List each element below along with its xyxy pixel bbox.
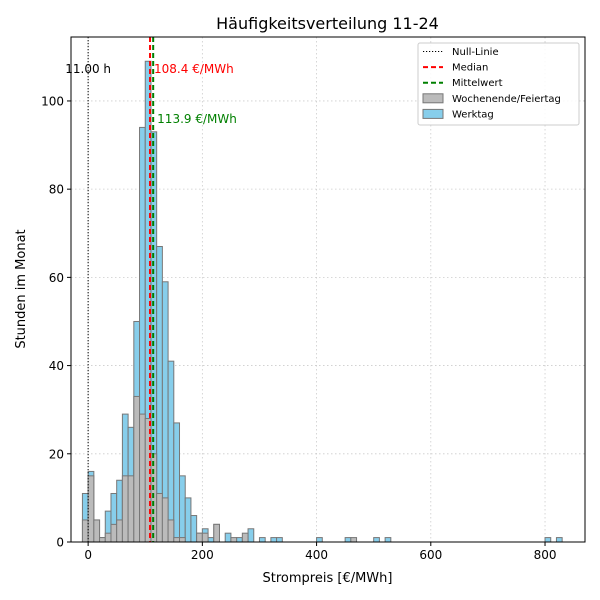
legend-box [417,42,580,126]
legend: Null-Linie Median Mittelwert Wochenende/Fei… [417,42,580,126]
chart-title: Häufigkeitsverteilung 11-24 [216,14,439,33]
wochenende-bar [93,519,101,543]
legend-label-median: Median [452,63,488,74]
y-tick-label: 60 [49,271,64,285]
legend-label-null-linie: Null-Linie [452,47,499,58]
wochenende-bar [121,475,129,543]
legend-label-mittelwert: Mittelwert [452,78,503,89]
mean-label: 113.9 €/MWh [157,112,237,126]
wochenende-bar [167,519,175,543]
werktag-bar [179,475,186,543]
legend-swatch-werktag [422,108,444,119]
wochenende-bar [133,395,141,543]
werktag-bar [544,537,552,543]
x-axis-label: Strompreis [€/MWh] [263,571,393,586]
y-tick-label: 100 [41,94,64,108]
werktag-bar [384,537,392,543]
x-ticks: 0 200 400 600 800 [84,542,556,562]
wochenende-bar [127,475,135,543]
axes [70,36,586,543]
legend-label-wochenende-feiertag: Wochenende/Feiertag [452,94,561,105]
null-line-label: 11.00 h [65,62,111,76]
werktag-bar [167,360,175,543]
werktag-bar [173,422,181,543]
wochenende-bar [81,519,89,543]
wochenende-bar [116,519,123,543]
werktag-bar [224,532,232,543]
y-tick-label: 80 [49,183,64,197]
wochenende-bar [179,537,186,543]
wochenende-bar [173,537,181,543]
wochenende-bar [230,537,238,543]
wochenende-bar [241,532,249,543]
x-tick-label: 600 [419,548,442,562]
wochenende-bar [99,537,106,543]
wochenende-bar [104,532,112,543]
x-tick-label: 200 [191,548,214,562]
y-ticks: 0 20 40 60 80 100 [41,94,71,550]
werktag-bar [190,515,198,543]
plot-frame [70,36,586,543]
reference-lines [87,37,155,542]
werktag-bar [555,537,563,543]
werktag-bar [207,537,215,543]
median-label: 108.4 €/MWh [154,62,234,76]
werktag-bar [270,537,278,543]
wochenende-bar [161,497,169,543]
y-tick-label: 20 [49,447,64,461]
x-tick-label: 0 [84,548,92,562]
wochenende-bar [213,523,220,543]
x-tick-label: 800 [534,548,557,562]
werktag-bar [236,537,243,543]
wochenende-bar [156,492,163,543]
y-tick-label: 0 [56,536,64,550]
y-tick-label: 40 [49,359,64,373]
werktag-bar [344,537,352,543]
wochenende-bar [201,532,209,543]
wochenende-bar [350,537,358,543]
x-tick-label: 400 [305,548,328,562]
werktag-bar [316,537,323,543]
legend-swatch-wochenende-feiertag [422,93,444,104]
y-axis-label: Stunden im Monat [14,229,29,348]
werktag-bar [276,537,283,543]
werktag-bar [184,497,192,543]
wochenende-bar [139,413,146,543]
legend-label-werktag: Werktag [452,109,494,120]
werktag-bar [258,537,266,543]
werktag-bar [373,537,380,543]
wochenende-bar [196,532,203,543]
werktag-bar [247,528,255,543]
wochenende-bar [110,523,118,543]
reference-labels: 11.00 h 108.4 €/MWh 113.9 €/MWh [65,62,237,126]
wochenende-bar [87,475,95,543]
